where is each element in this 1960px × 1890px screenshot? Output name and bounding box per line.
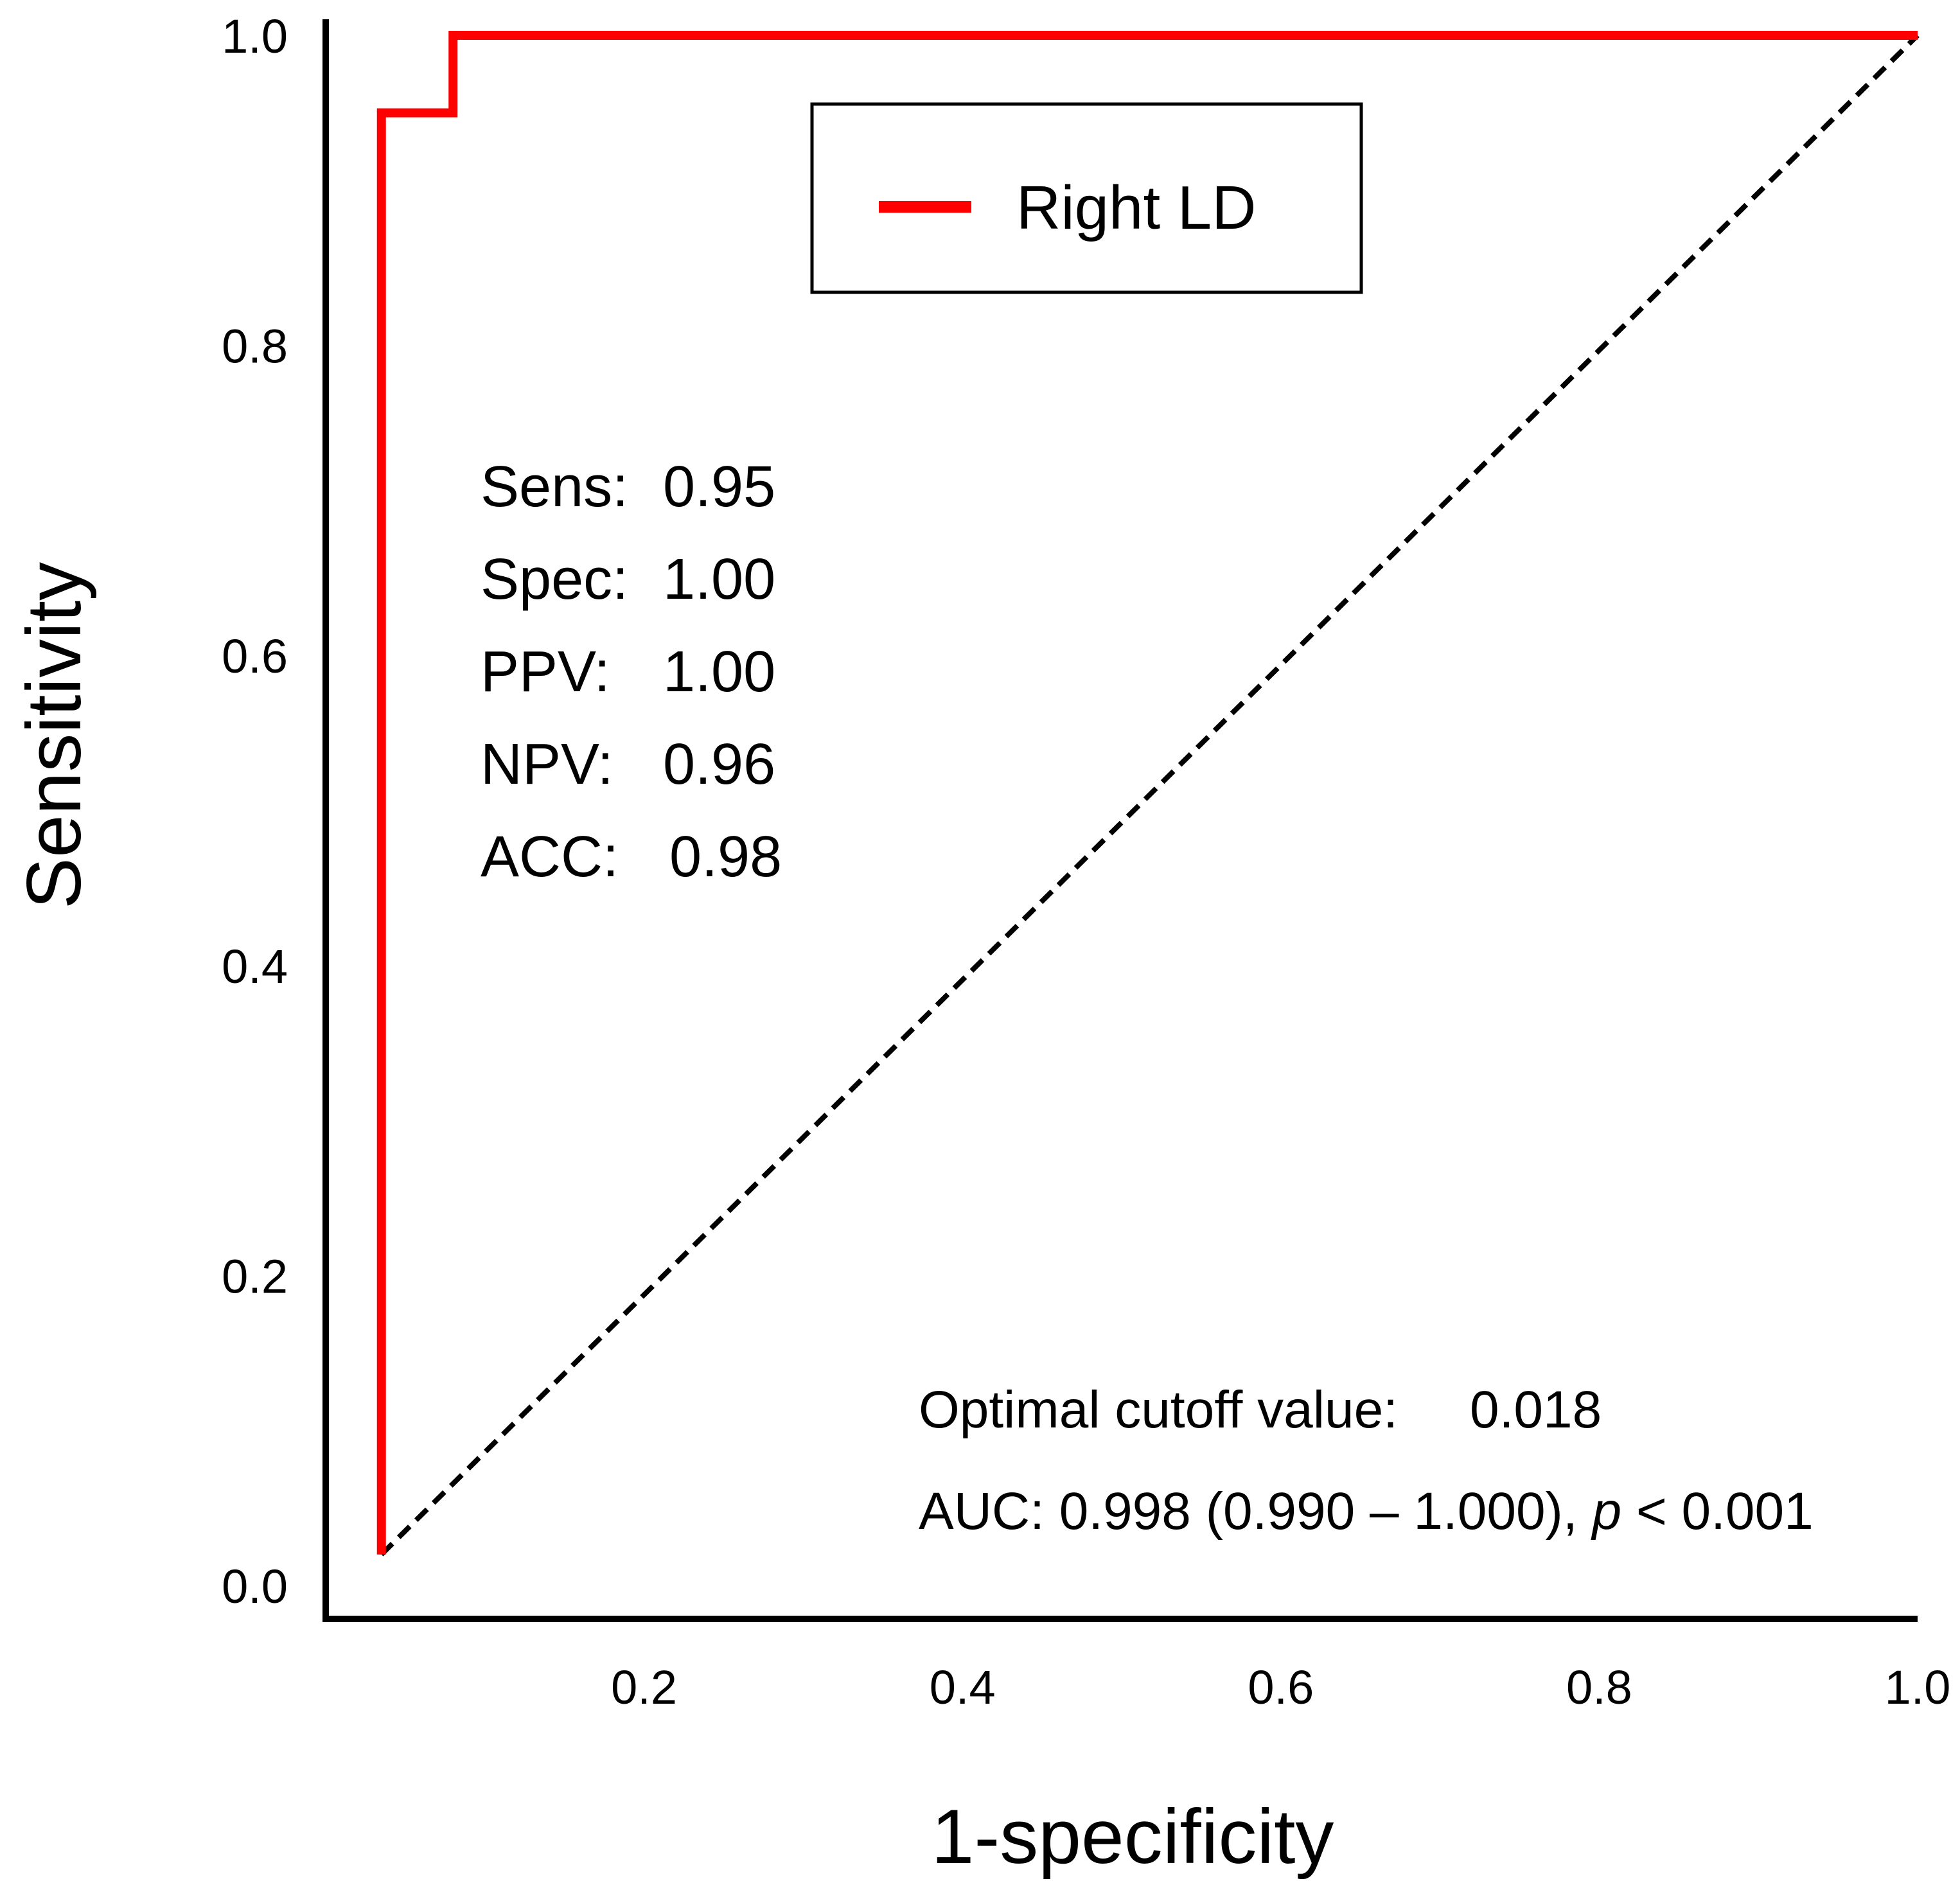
stat-ppv-value: 1.00 bbox=[663, 640, 775, 704]
stat-npv-value: 0.96 bbox=[663, 732, 775, 797]
stat-sens-label: Sens: bbox=[481, 455, 628, 519]
stat-acc-label: ACC: bbox=[481, 825, 619, 889]
y-tick-label: 1.0 bbox=[222, 10, 288, 63]
stat-acc-value: 0.98 bbox=[669, 825, 782, 889]
stat-sens-value: 0.95 bbox=[663, 455, 775, 519]
stat-ppv-label: PPV: bbox=[481, 640, 610, 704]
y-tick-label: 0.2 bbox=[222, 1250, 288, 1303]
cutoff-label: Optimal cutoff value: bbox=[919, 1381, 1398, 1439]
p-symbol: p bbox=[1590, 1482, 1621, 1541]
legend-box bbox=[810, 102, 1363, 294]
x-tick-label: 0.2 bbox=[611, 1661, 677, 1714]
x-axis-title: 1-specificity bbox=[931, 1794, 1334, 1880]
stat-spec-value: 1.00 bbox=[663, 547, 775, 612]
y-tick-label: 0.8 bbox=[222, 320, 288, 373]
y-tick-label: 0.0 bbox=[222, 1560, 288, 1613]
legend-label: Right LD bbox=[1016, 173, 1257, 242]
y-tick-labels: 0.0 0.2 0.4 0.6 0.8 1.0 bbox=[222, 10, 288, 1613]
x-tick-label: 1.0 bbox=[1885, 1661, 1951, 1714]
auc-text: AUC: 0.998 (0.990 – 1.000), p < 0.001 bbox=[919, 1482, 1814, 1541]
x-tick-label: 0.8 bbox=[1566, 1661, 1632, 1714]
y-tick-label: 0.4 bbox=[222, 940, 288, 993]
p-value-text: < 0.001 bbox=[1621, 1482, 1814, 1541]
x-tick-labels: 0.2 0.4 0.6 0.8 1.0 bbox=[611, 1661, 1950, 1714]
reference-diagonal-line bbox=[379, 33, 1920, 1557]
x-tick-label: 0.6 bbox=[1248, 1661, 1314, 1714]
stat-npv-label: NPV: bbox=[481, 732, 614, 797]
stats-block: Sens: 0.95 Spec: 1.00 PPV: 1.00 NPV: 0.9… bbox=[481, 455, 782, 889]
y-tick-label: 0.6 bbox=[222, 630, 288, 683]
cutoff-value: 0.018 bbox=[1470, 1381, 1602, 1439]
stat-spec-label: Spec: bbox=[481, 547, 628, 612]
y-axis-title: Sensitivity bbox=[11, 562, 97, 909]
x-tick-label: 0.4 bbox=[930, 1661, 996, 1714]
roc-curve-right-ld bbox=[376, 31, 1918, 1555]
legend: Right LD bbox=[810, 102, 1363, 294]
auc-main-text: AUC: 0.998 (0.990 – 1.000), bbox=[919, 1482, 1592, 1541]
annotations: Optimal cutoff value: 0.018 AUC: 0.998 (… bbox=[919, 1381, 1814, 1541]
